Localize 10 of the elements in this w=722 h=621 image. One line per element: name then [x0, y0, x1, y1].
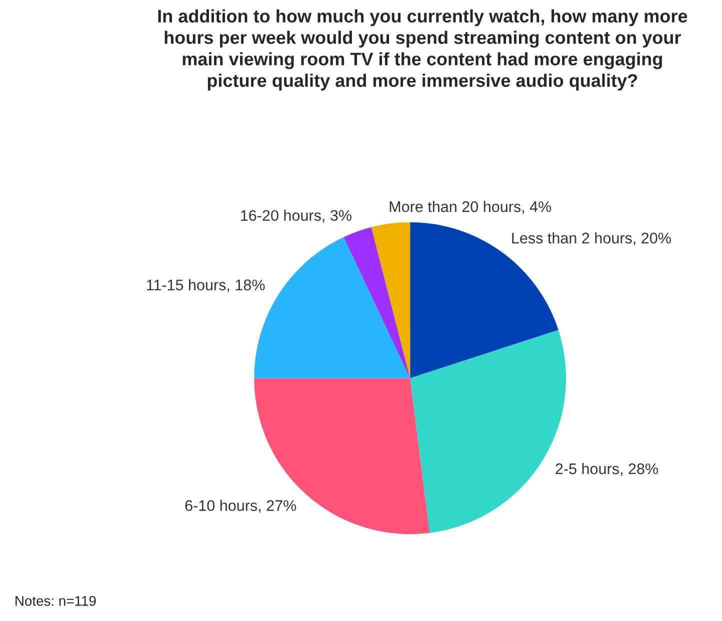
- chart-title: In addition to how much you currently watch, how many more hours per week would you spend streaming content on your main viewing room TV if the content had more engaging picture quality and more immersive audio quality?: [158, 9, 688, 91]
- pie-slice: [371, 222, 410, 378]
- slice-label: 16-20 hours, 3%: [241, 210, 352, 223]
- slice-label: 2-5 hours, 28%: [556, 462, 658, 476]
- pie-slice: [344, 227, 410, 378]
- slice-label: More than 20 hours, 4%: [390, 200, 552, 214]
- text: Notes: n=119: [16, 596, 96, 606]
- slice-label: Less than 2 hours, 20%: [512, 232, 671, 246]
- slice-label: 11-15 hours, 18%: [146, 279, 265, 292]
- slice-label: 6-10 hours, 27%: [185, 500, 296, 513]
